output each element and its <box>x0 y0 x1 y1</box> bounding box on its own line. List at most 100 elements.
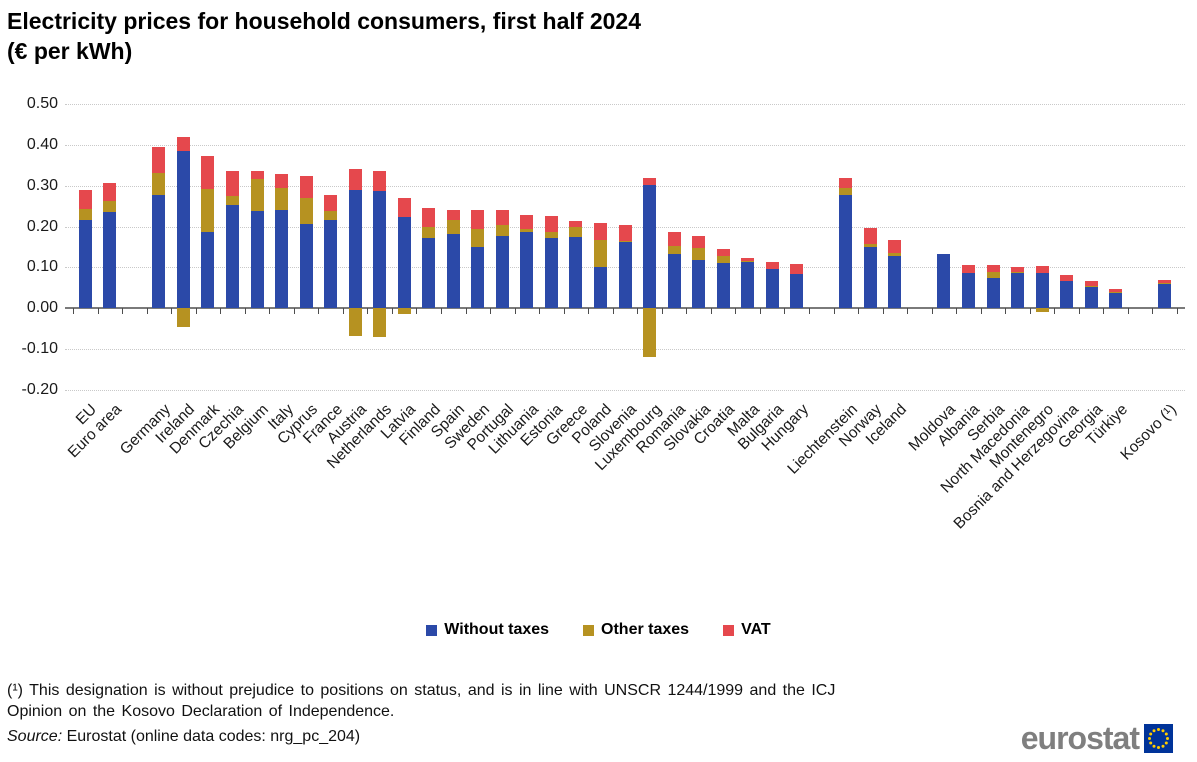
bar-greece-without_taxes <box>569 236 583 309</box>
gridline-0.50 <box>65 104 1185 105</box>
bar-slovakia-without_taxes <box>692 259 706 309</box>
bar-poland-vat <box>593 223 607 241</box>
bar-netherlands-vat <box>373 171 387 192</box>
y-tick-label: 0.20 <box>26 217 58 235</box>
bar-slovenia-without_taxes <box>618 241 632 309</box>
chart-title: Electricity prices for household consume… <box>7 6 641 66</box>
x-axis-tick <box>465 308 467 315</box>
x-axis-tick <box>784 308 786 315</box>
bar-romania-without_taxes <box>667 254 681 309</box>
y-tick-label: -0.20 <box>21 381 58 398</box>
x-axis-tick <box>73 308 74 315</box>
bar-albania-vat <box>961 264 975 273</box>
bar-bosnia-and-herzegovina-without_taxes <box>1060 280 1074 309</box>
bar-norway-vat <box>863 228 877 245</box>
x-axis-tick <box>907 308 909 315</box>
bar-denmark-vat <box>201 156 215 189</box>
bar-germany-vat <box>152 146 166 173</box>
legend-item-other-taxes: Other taxes <box>583 621 689 639</box>
bar-lithuania-other_taxes <box>520 228 534 232</box>
bar-france-other_taxes <box>324 211 338 221</box>
bar-georgia-without_taxes <box>1084 286 1098 309</box>
y-tick-label: 0.10 <box>26 258 58 276</box>
y-tick-label: 0.00 <box>26 299 58 317</box>
bar-hungary-vat <box>790 264 804 274</box>
bar-montenegro-without_taxes <box>1035 273 1049 309</box>
x-axis-tick <box>759 308 761 315</box>
x-axis-tick <box>1005 308 1007 315</box>
bar-italy-without_taxes <box>275 209 289 309</box>
bar-portugal-without_taxes <box>495 235 509 309</box>
bar-kosovo--vat <box>1158 280 1172 284</box>
bar-austria-vat <box>348 169 362 190</box>
bar-latvia-other_taxes <box>397 308 411 314</box>
x-axis-tick <box>563 308 565 315</box>
bar-malta-without_taxes <box>741 261 755 309</box>
x-axis-tick <box>612 308 614 315</box>
y-tick-label: 0.50 <box>26 95 58 112</box>
x-axis-line <box>65 307 1185 310</box>
x-axis-tick <box>588 308 590 315</box>
bar-latvia-without_taxes <box>397 217 411 309</box>
plot-area <box>65 104 1185 391</box>
bar-greece-other_taxes <box>569 227 583 237</box>
bar-liechtenstein-other_taxes <box>839 188 853 196</box>
bar-montenegro-other_taxes <box>1035 308 1049 312</box>
chart-title-line1: Electricity prices for household consume… <box>7 8 641 34</box>
bar-finland-other_taxes <box>422 227 436 239</box>
bar-bulgaria-vat <box>765 261 779 270</box>
chart-title-line2: (€ per kWh) <box>7 38 133 64</box>
x-axis-tick <box>441 308 442 315</box>
legend-swatch-vat <box>723 624 735 636</box>
x-axis-tick <box>244 308 246 315</box>
x-axis-tick <box>391 308 393 315</box>
bar-germany-other_taxes <box>152 172 166 196</box>
bar-luxembourg-vat <box>643 178 657 185</box>
x-axis-tick <box>980 308 982 315</box>
x-axis-tick <box>342 308 344 315</box>
bar-croatia-without_taxes <box>716 263 730 309</box>
bar-italy-other_taxes <box>275 188 289 210</box>
x-axis-tick <box>514 308 516 315</box>
footnote-line2: Opinion on the Kosovo Declaration of Ind… <box>7 703 395 720</box>
x-axis-tick <box>710 308 712 315</box>
bar-albania-without_taxes <box>961 272 975 309</box>
x-axis-tick <box>220 308 222 315</box>
bar-czechia-without_taxes <box>225 204 239 309</box>
footnote-line1: (¹) This designation is without prejudic… <box>7 682 836 699</box>
bar-kosovo--other_taxes <box>1158 283 1172 285</box>
x-axis-tick <box>490 308 492 315</box>
legend-swatch-other-taxes <box>583 624 595 636</box>
source-text: Eurostat (online data codes: nrg_pc_204) <box>66 728 361 745</box>
x-axis-tick <box>195 308 197 315</box>
bar-estonia-other_taxes <box>544 232 558 238</box>
bar-ireland-vat <box>176 137 190 151</box>
bar-ireland-other_taxes <box>176 308 190 327</box>
bar-italy-vat <box>275 173 289 189</box>
x-axis-tick <box>122 308 124 315</box>
bar-luxembourg-other_taxes <box>643 308 657 357</box>
bar-euro-area-other_taxes <box>103 200 117 212</box>
y-tick-label: -0.10 <box>21 340 58 358</box>
bar-north-macedonia-without_taxes <box>1011 272 1025 309</box>
bar-malta-vat <box>741 257 755 261</box>
bar-poland-without_taxes <box>593 267 607 309</box>
bar-luxembourg-without_taxes <box>643 184 657 309</box>
bar-lithuania-without_taxes <box>520 231 534 309</box>
x-axis-tick <box>931 308 933 315</box>
x-axis-tick <box>318 308 320 315</box>
bar-finland-vat <box>422 207 436 228</box>
bar-slovenia-vat <box>618 224 632 241</box>
bar-kosovo--without_taxes <box>1158 284 1172 309</box>
bar-eu-vat <box>78 190 92 209</box>
x-axis-tick <box>1029 308 1031 315</box>
bar-austria-other_taxes <box>348 308 362 337</box>
bar-north-macedonia-vat <box>1011 267 1025 272</box>
bar-cyprus-vat <box>299 176 313 199</box>
x-axis-tick <box>269 308 271 315</box>
bar-georgia-other_taxes <box>1084 286 1098 288</box>
gridline--0.20 <box>65 390 1185 391</box>
bar-malta-other_taxes <box>741 260 755 262</box>
x-axis-tick <box>833 308 835 315</box>
